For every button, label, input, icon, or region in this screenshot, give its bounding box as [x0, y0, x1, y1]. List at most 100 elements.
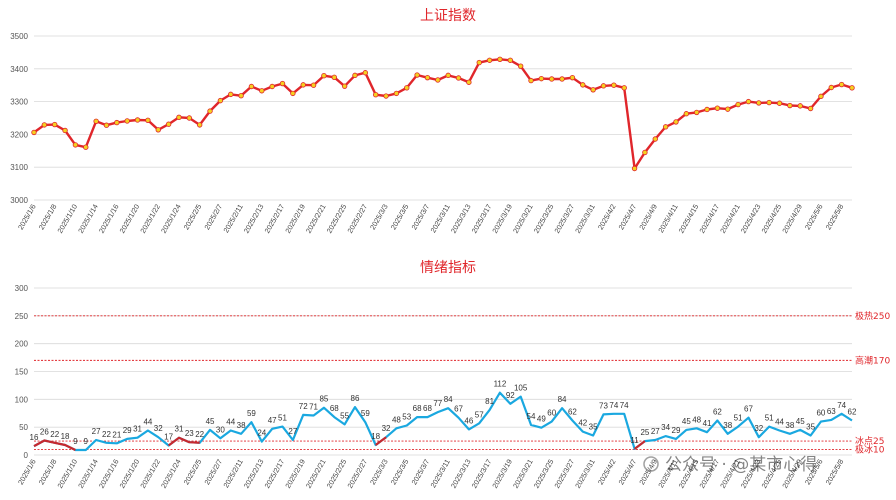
x-tick-label: 2025/4/7 — [617, 203, 639, 232]
index-point — [735, 101, 741, 108]
data-label: 68 — [330, 404, 339, 413]
x-tick-label: 2025/1/8 — [37, 203, 59, 232]
sentiment-low-segment — [633, 440, 646, 450]
chart1-title: 上证指数 — [420, 8, 476, 24]
x-tick-label: 2025/3/5 — [389, 458, 411, 487]
data-label: 22 — [102, 430, 111, 439]
x-tick-label: 2025/4/9 — [637, 203, 659, 232]
index-point — [228, 91, 234, 98]
data-label: 59 — [247, 409, 256, 418]
index-point — [445, 72, 451, 79]
index-point — [217, 97, 224, 104]
index-point — [517, 63, 524, 69]
data-label: 112 — [494, 380, 507, 389]
index-point — [269, 83, 275, 90]
data-label: 47 — [268, 416, 277, 425]
data-label: 27 — [288, 427, 297, 436]
index-point — [849, 85, 855, 91]
x-tick-label: 2025/4/7 — [617, 458, 639, 487]
data-label: 25 — [640, 428, 649, 437]
index-point — [331, 74, 337, 81]
index-point — [611, 82, 617, 88]
y-tick-label: 3400 — [10, 65, 28, 74]
y-tick-label: 3100 — [10, 163, 28, 172]
data-label: 62 — [713, 407, 722, 416]
sentiment-low-segment — [33, 439, 76, 451]
x-tick-label: 2025/4/9 — [637, 458, 659, 487]
data-label: 92 — [506, 391, 515, 400]
data-label: 38 — [723, 421, 732, 430]
y-tick-label: 300 — [15, 284, 29, 293]
x-tick-label: 2025/5/6 — [803, 203, 825, 232]
x-tick-label: 2025/1/24 — [159, 203, 183, 235]
data-label: 44 — [143, 418, 152, 427]
index-point — [404, 85, 410, 91]
data-label: 29 — [123, 426, 132, 435]
data-label: 45 — [206, 417, 215, 426]
data-label: 48 — [392, 415, 401, 424]
watermark-text: 公众号 · @某市心得 — [665, 455, 817, 475]
data-label: 63 — [827, 407, 836, 416]
index-point — [580, 82, 586, 88]
x-tick-label: 2025/2/7 — [202, 203, 224, 232]
x-tick-label: 2025/2/5 — [182, 458, 204, 487]
index-point — [176, 114, 182, 121]
y-tick-label: 150 — [15, 368, 29, 377]
index-point — [279, 80, 286, 87]
data-label: 62 — [848, 407, 857, 416]
y-tick-label: 100 — [15, 395, 29, 404]
data-label: 84 — [558, 395, 567, 404]
index-point — [114, 119, 120, 126]
index-point — [393, 90, 400, 97]
index-point — [41, 122, 48, 128]
data-label: 77 — [433, 399, 442, 408]
data-label: 48 — [692, 415, 701, 424]
y-tick-label: 3500 — [10, 32, 28, 41]
x-tick-label: 2025/3/5 — [389, 203, 411, 232]
index-point — [569, 74, 576, 81]
data-label: 53 — [402, 412, 411, 421]
data-label: 24 — [257, 429, 266, 438]
data-label: 68 — [413, 404, 422, 413]
data-label: 72 — [299, 402, 308, 411]
data-label: 21 — [112, 430, 121, 439]
x-tick-label: 2025/1/6 — [16, 203, 38, 232]
x-tick-label: 2025/4/29 — [780, 203, 804, 235]
data-label: 18 — [61, 432, 70, 441]
data-label: 62 — [568, 407, 577, 416]
reference-line-label: 高潮170 — [855, 354, 890, 366]
data-label: 38 — [785, 421, 794, 430]
x-tick-label: 2025/3/3 — [368, 203, 390, 232]
x-tick-label: 2025/3/7 — [409, 458, 431, 487]
x-tick-label: 2025/3/31 — [573, 203, 597, 235]
data-label: 26 — [40, 428, 49, 437]
index-point — [559, 76, 565, 82]
index-point — [103, 122, 110, 128]
data-label: 84 — [444, 395, 453, 404]
data-label: 54 — [527, 412, 536, 421]
data-label: 60 — [547, 409, 556, 418]
data-label: 42 — [578, 419, 587, 428]
data-label: 51 — [765, 414, 774, 423]
index-point — [186, 115, 193, 121]
data-label: 44 — [226, 418, 235, 427]
index-point — [807, 105, 814, 112]
index-point — [797, 103, 803, 109]
index-point — [528, 77, 534, 84]
index-point — [424, 74, 431, 81]
x-tick-label: 2025/4/2 — [596, 203, 618, 232]
index-point — [466, 79, 472, 85]
index-point — [838, 81, 845, 88]
x-tick-label: 2025/2/27 — [345, 458, 369, 490]
index-point — [455, 75, 462, 81]
index-point — [196, 122, 203, 128]
index-point — [362, 70, 369, 76]
index-point — [248, 83, 255, 90]
data-label: 81 — [485, 397, 494, 406]
x-tick-label: 2025/3/7 — [409, 203, 431, 232]
x-tick-label: 2025/1/24 — [159, 458, 183, 490]
x-tick-label: 2025/1/8 — [37, 458, 59, 487]
x-tick-label: 2025/2/5 — [182, 203, 204, 232]
index-point — [590, 87, 596, 93]
y-tick-label: 250 — [15, 312, 29, 321]
